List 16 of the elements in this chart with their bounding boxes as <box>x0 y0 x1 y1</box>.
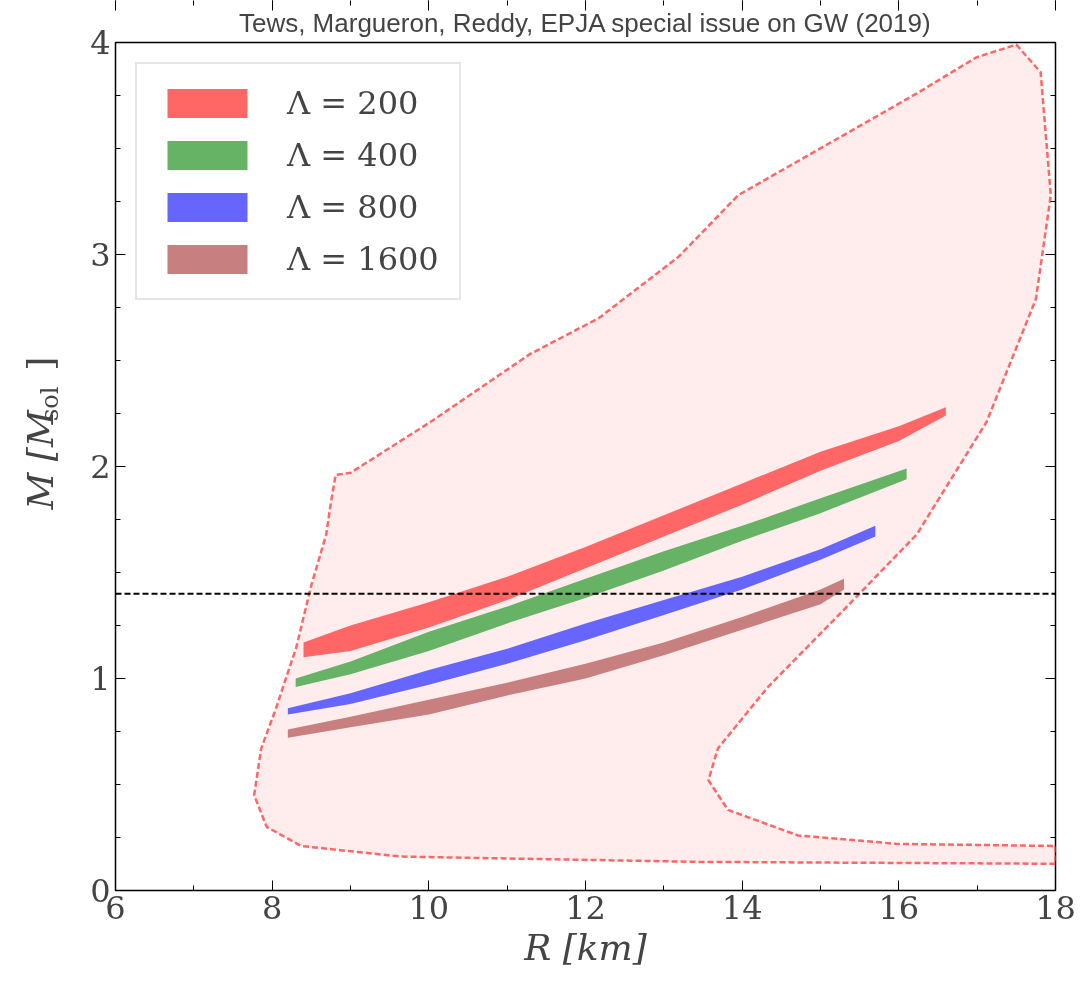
x-tick-label: 8 <box>261 888 283 927</box>
x-tick-label: 14 <box>721 888 763 927</box>
x-tick-label: 16 <box>878 888 920 927</box>
legend-label: Λ = 800 <box>287 188 419 226</box>
legend-label: Λ = 400 <box>287 136 419 174</box>
y-tick-label: 3 <box>90 236 111 274</box>
y-tick-label: 1 <box>90 660 111 698</box>
legend-label: Λ = 1600 <box>287 240 439 278</box>
legend-label: Λ = 200 <box>287 84 419 122</box>
x-tick-label: 12 <box>565 888 606 927</box>
y-tick-label: 4 <box>90 24 111 62</box>
chart-title: Tews, Margueron, Reddy, EPJA special issue on GW (2019) <box>238 7 931 38</box>
x-axis-title: R [km] <box>523 926 648 968</box>
y-tick-label: 2 <box>90 448 111 486</box>
x-tick-label: 18 <box>1035 888 1076 927</box>
x-tick-label: 10 <box>408 888 450 927</box>
